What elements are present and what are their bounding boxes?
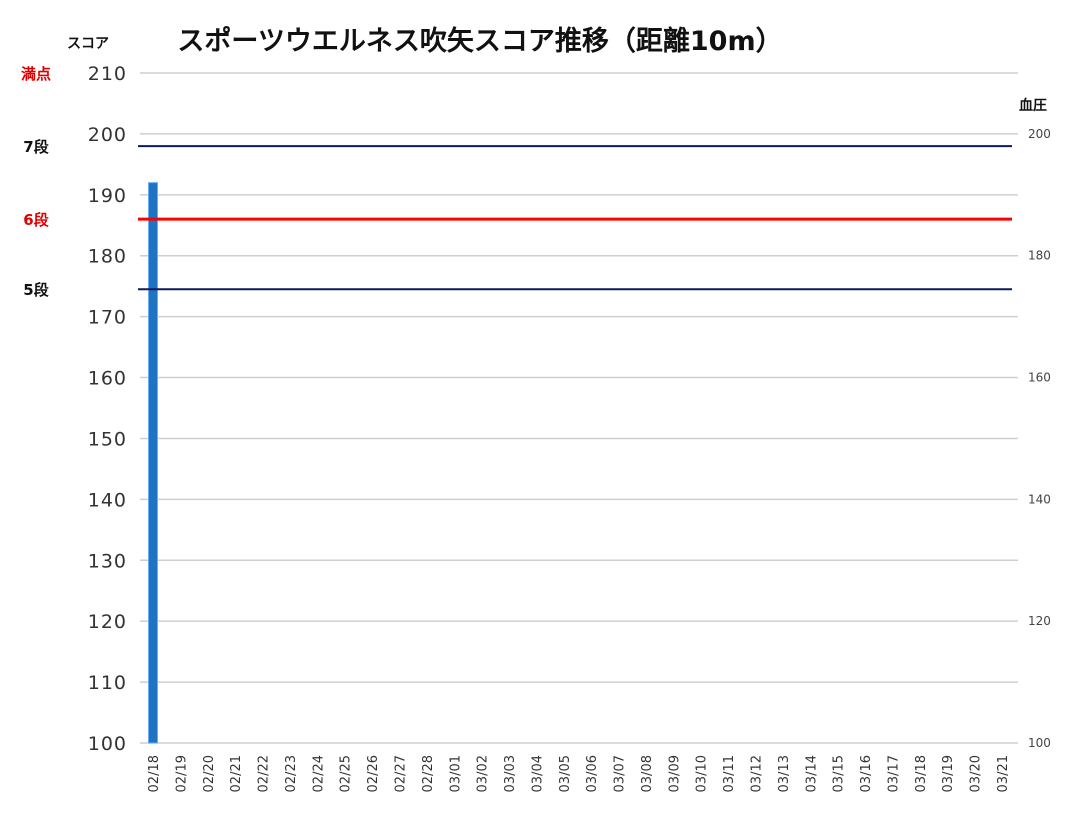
y2-tick-label: 120 [1028,614,1051,628]
y2-tick-labels: 100 120 140 160 180 200 [1028,127,1051,750]
reference-lines: 満点 7段 6段 5段 [21,65,1012,299]
x-tick-label: 03/21 [996,755,1011,792]
x-tick-label: 03/04 [530,755,545,792]
x-tick-label: 02/25 [339,755,354,792]
x-tick-label: 02/19 [174,755,189,792]
x-tick-label: 03/06 [585,755,600,792]
y-tick-label: 130 [88,550,127,572]
reference-label: 満点 [21,65,51,83]
y2-axis-title: 血圧 [1019,97,1047,114]
y-tick-label: 180 [88,246,127,268]
y-tick-label: 160 [88,368,127,390]
x-tick-label: 02/27 [393,755,408,792]
grid-lines [140,72,1018,744]
x-tick-label: 03/02 [476,755,491,792]
y-tick-label: 190 [88,185,127,207]
x-tick-label: 02/22 [257,755,272,792]
x-tick-label: 02/18 [147,755,162,792]
y-tick-label: 170 [88,307,127,329]
reference-label: 5段 [23,281,48,299]
y2-tick-label: 140 [1028,492,1051,506]
y-axis-title: スコア [67,36,109,52]
x-tick-label: 03/11 [722,755,737,792]
x-tick-label: 03/05 [558,755,573,792]
x-tick-label: 03/10 [695,755,710,792]
reference-label: 7段 [23,138,48,156]
x-tick-label: 03/12 [750,755,765,792]
y-tick-label: 200 [88,124,127,146]
x-tick-label: 03/20 [969,755,984,792]
y-tick-labels: 100 110 120 130 140 150 160 170 180 190 200 210 [88,63,127,755]
x-tick-label: 03/19 [941,755,956,792]
bar [148,182,158,744]
x-tick-label: 03/07 [613,755,628,792]
x-tick-label: 03/08 [640,755,655,792]
chart-title: スポーツウエルネス吹矢スコア推移（距離10m） [177,25,782,57]
y-tick-label: 120 [88,611,127,633]
y-tick-label: 210 [88,63,127,85]
y2-tick-label: 160 [1028,371,1051,385]
x-tick-label: 03/18 [914,755,929,792]
x-tick-label: 02/28 [421,755,436,792]
x-tick-label: 02/24 [311,755,326,792]
y2-tick-label: 100 [1028,736,1051,750]
x-tick-label: 03/14 [804,755,819,792]
y-tick-label: 110 [88,672,127,694]
y2-tick-label: 200 [1028,127,1051,141]
bars [148,182,158,744]
x-tick-labels: 02/18 02/19 02/20 02/21 02/22 02/23 02/24 02/25… [147,755,1011,792]
x-tick-label: 03/16 [859,755,874,792]
y-tick-label: 150 [88,428,127,450]
x-tick-label: 03/01 [448,755,463,792]
y2-tick-label: 180 [1028,249,1051,263]
reference-label: 6段 [23,211,48,229]
x-tick-label: 03/15 [832,755,847,792]
x-tick-label: 02/23 [284,755,299,792]
x-tick-label: 03/13 [777,755,792,792]
y-tick-label: 140 [88,489,127,511]
y-tick-label: 100 [88,733,127,755]
x-tick-label: 03/17 [886,755,901,792]
x-tick-label: 02/26 [366,755,381,792]
x-tick-label: 02/21 [229,755,244,792]
x-tick-label: 03/03 [503,755,518,792]
x-tick-label: 03/09 [667,755,682,792]
x-tick-label: 02/20 [202,755,217,792]
